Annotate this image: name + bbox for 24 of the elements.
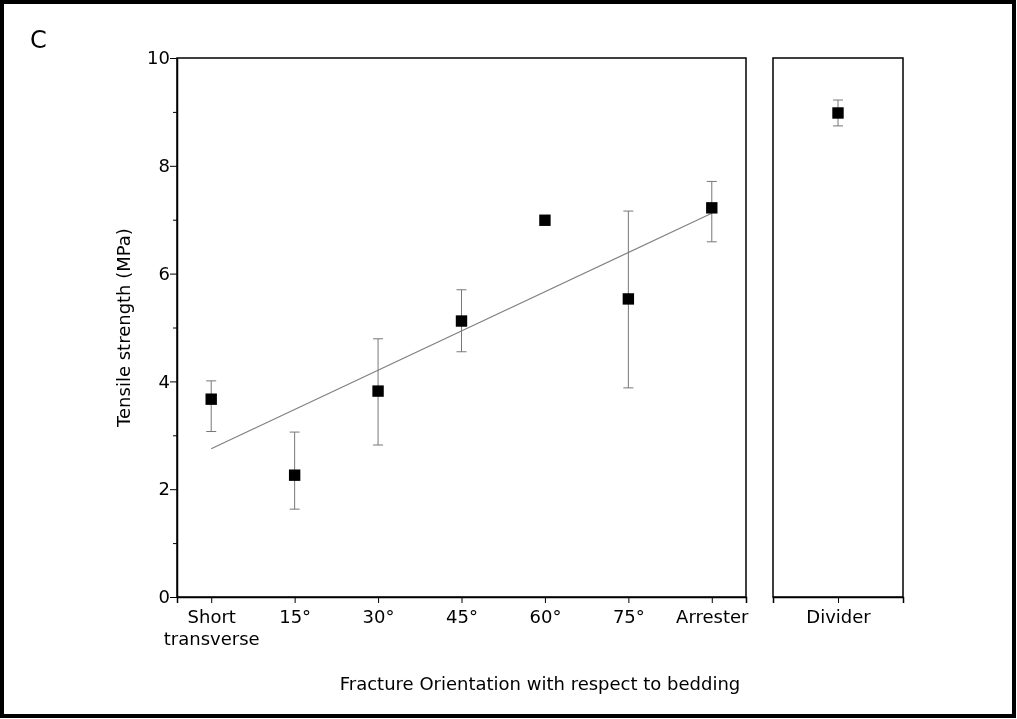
x-tick-label: 45° <box>446 606 478 627</box>
x-tick-label: 30° <box>362 606 395 627</box>
y-tick-label: 6 <box>158 262 170 284</box>
point <box>455 315 468 327</box>
y-axis-title: Tensile strength (MPa) <box>113 228 134 428</box>
x-axis-title: Fracture Orientation with respect to bedding <box>339 673 741 694</box>
point <box>622 293 635 305</box>
point <box>706 202 718 214</box>
y-tick-label: 10 <box>147 47 170 69</box>
y-tick-label: 0 <box>158 586 170 608</box>
point <box>372 385 384 397</box>
x-tick-label: Short transverse <box>163 606 260 649</box>
x-tick-label: 60° <box>529 606 562 627</box>
point <box>288 469 301 481</box>
x-tick-label: 15° <box>279 606 312 627</box>
text: C <box>30 26 47 54</box>
x-tick-label: 75° <box>612 606 645 627</box>
y-tick-label: 4 <box>158 370 170 392</box>
y-tick-label: 2 <box>158 478 170 500</box>
point <box>205 393 217 405</box>
x-tick-label: Divider <box>806 606 872 627</box>
point <box>539 214 551 226</box>
y-tick-label: 8 <box>158 155 170 177</box>
x-tick-label: Arrester <box>676 606 750 627</box>
